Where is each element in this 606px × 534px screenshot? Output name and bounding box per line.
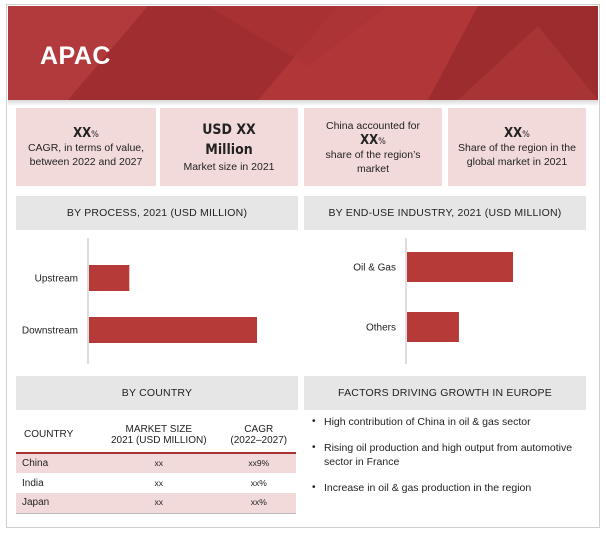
process-bar-chart: Upstream Downstream	[16, 238, 298, 369]
col-header-country: COUNTRY	[16, 417, 96, 454]
bullet-icon: •	[312, 416, 316, 427]
bar-downstream	[89, 317, 257, 343]
kpi-market-size-text: Market size in 2021	[183, 161, 275, 173]
table-row: China xx xx9%	[16, 453, 296, 473]
category-label: Oil & Gas	[353, 263, 396, 274]
kpi-cagr-value: XX%	[73, 125, 99, 141]
cell-cagr: xx%	[221, 473, 296, 493]
bar-upstream	[89, 265, 130, 291]
kpi-cagr-text: CAGR, in terms of value, between 2022 an…	[27, 141, 145, 168]
kpi-china-value: XX%	[360, 132, 386, 148]
banner-pattern	[8, 6, 598, 100]
country-table: COUNTRY MARKET SIZE 2021 (USD MILLION) CA…	[16, 417, 296, 514]
factor-item: • Rising oil production and high output f…	[312, 442, 573, 468]
kpi-china-text: share of the region’s market	[325, 148, 421, 175]
section-header-country: BY COUNTRY	[16, 376, 298, 410]
cell-country: Japan	[16, 493, 96, 514]
page-title: APAC	[40, 42, 111, 70]
cell-cagr: xx%	[221, 493, 296, 514]
cell-market-size: xx	[96, 473, 222, 493]
cell-cagr: xx9%	[221, 453, 296, 473]
bar-others	[407, 312, 459, 342]
title-banner: APAC	[8, 6, 598, 100]
col-header-market-size: MARKET SIZE 2021 (USD MILLION)	[96, 417, 222, 454]
kpi-region-value: XX%	[504, 125, 530, 141]
section-header-enduse: BY END-USE INDUSTRY, 2021 (USD MILLION)	[304, 196, 586, 230]
kpi-market-size-value: USD XX Million	[202, 122, 256, 158]
kpi-china-pre: China accounted for	[326, 119, 420, 132]
section-header-factors: FACTORS DRIVING GROWTH IN EUROPE	[304, 376, 586, 410]
cell-country: India	[16, 473, 96, 493]
factor-item: • Increase in oil & gas production in the…	[312, 482, 532, 494]
table-header-row: COUNTRY MARKET SIZE 2021 (USD MILLION) CA…	[16, 417, 296, 454]
enduse-bar-chart: Oil & Gas Others	[304, 238, 586, 369]
factor-item: • High contribution of China in oil & gas…	[312, 416, 531, 428]
factors-list: • High contribution of China in oil & gas…	[306, 415, 586, 507]
kpi-card-market-size: USD XX Million Market size in 2021	[160, 108, 298, 186]
table-row: India xx xx%	[16, 473, 296, 493]
category-label: Upstream	[35, 274, 78, 285]
enduse-chart-svg: Oil & Gas Others	[353, 238, 513, 364]
banner-shadow	[8, 100, 598, 106]
cell-market-size: xx	[96, 493, 222, 514]
table-row: Japan xx xx%	[16, 493, 296, 514]
kpi-card-region-share: XX% Share of the region in the global ma…	[448, 108, 586, 186]
col-header-cagr: CAGR (2022–2027)	[221, 417, 296, 454]
bullet-icon: •	[312, 442, 316, 453]
section-header-process: BY PROCESS, 2021 (USD MILLION)	[16, 196, 298, 230]
kpi-card-china-share: China accounted for XX% share of the reg…	[304, 108, 442, 186]
category-label: Downstream	[22, 326, 78, 337]
kpi-card-cagr: XX% CAGR, in terms of value, between 202…	[16, 108, 156, 186]
cell-market-size: xx	[96, 453, 222, 473]
kpi-region-text: Share of the region in the global market…	[458, 141, 576, 168]
bullet-icon: •	[312, 482, 316, 493]
cell-country: China	[16, 453, 96, 473]
bar-oil-gas	[407, 252, 513, 282]
process-chart-svg: Upstream Downstream	[22, 238, 257, 364]
category-label: Others	[366, 323, 396, 334]
